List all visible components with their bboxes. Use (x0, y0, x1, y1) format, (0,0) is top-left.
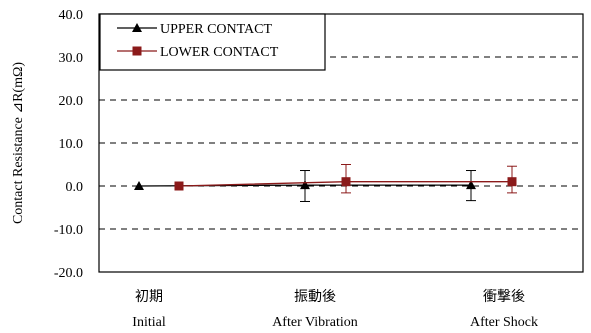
y-tick-label: 30.0 (59, 51, 84, 66)
plot-area (98, 13, 584, 273)
legend-box (99, 13, 326, 71)
y-tick-label: 20.0 (59, 94, 84, 109)
legend-lower-square-marker (132, 46, 142, 56)
data-point-square (341, 177, 351, 187)
data-point-triangle (134, 181, 144, 190)
y-tick-label: 0.0 (66, 180, 84, 195)
legend-lower-label: LOWER CONTACT (160, 45, 279, 60)
y-tick-label: -10.0 (54, 223, 83, 238)
x-category-label-jp: 振動後 (294, 289, 336, 305)
x-axis-categories: 初期 Initial 振動後 After Vibration 衝撃後 After Shoc… (132, 288, 538, 330)
x-category-label-jp: 初期 (135, 288, 163, 305)
x-category-label-en: After Shock (470, 315, 538, 330)
y-tick-label: -20.0 (54, 266, 83, 281)
legend: UPPER CONTACT LOWER CONTACT (99, 13, 326, 71)
data-series (134, 164, 517, 202)
legend-upper-label: UPPER CONTACT (160, 22, 273, 37)
y-axis-ticks: 40.0 30.0 20.0 10.0 0.0 -10.0 -20.0 (54, 8, 83, 281)
data-point-triangle (466, 180, 476, 190)
x-category-label-en: Initial (132, 315, 166, 330)
legend-upper-triangle-marker (132, 23, 142, 32)
x-category-label-jp: 衝撃後 (483, 289, 525, 305)
grid-lines (99, 56, 583, 230)
y-tick-label: 10.0 (59, 137, 84, 152)
data-point-square (174, 181, 184, 191)
x-category-label-en: After Vibration (272, 315, 358, 330)
y-axis-label: Contact Resistance ⊿R(mΩ) (11, 62, 26, 224)
y-tick-label: 40.0 (59, 8, 84, 23)
data-point-square (507, 177, 517, 187)
data-point-triangle (300, 180, 310, 190)
